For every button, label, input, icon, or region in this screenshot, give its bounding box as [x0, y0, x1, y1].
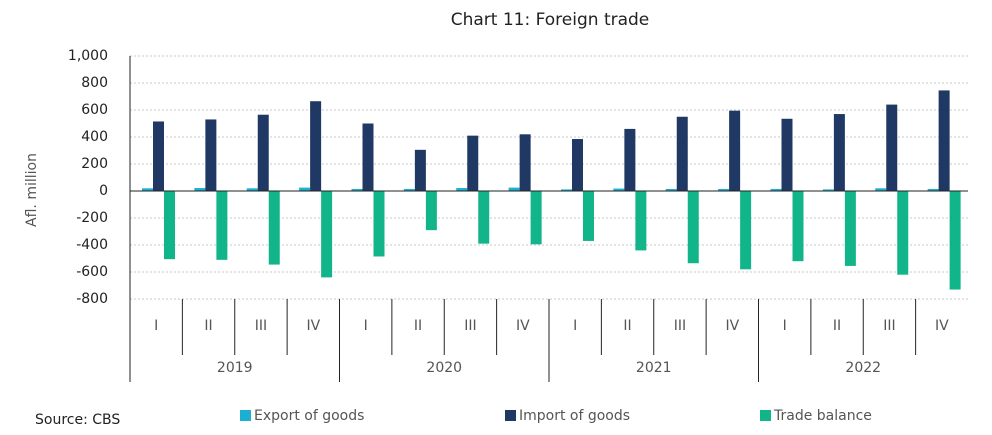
bar	[875, 188, 887, 191]
bar	[299, 187, 311, 191]
x-tick-label: IV	[725, 318, 739, 334]
chart-title: Chart 11: Foreign trade	[451, 10, 650, 30]
legend-label: Export of goods	[254, 408, 364, 424]
x-tick-label: I	[573, 318, 577, 334]
group-label: 2022	[845, 360, 881, 376]
legend-label: Import of goods	[519, 408, 630, 424]
bar	[897, 191, 909, 275]
bar	[508, 187, 520, 191]
bar	[822, 189, 834, 191]
y-tick-label: -200	[76, 210, 108, 226]
bar	[351, 188, 363, 191]
bar	[519, 134, 531, 191]
bar	[635, 191, 647, 251]
y-tick-label: -800	[76, 291, 108, 307]
bar	[676, 116, 688, 191]
x-tick-label: I	[154, 318, 158, 334]
bar	[246, 188, 258, 191]
legend-swatch	[760, 410, 771, 421]
bar	[938, 90, 950, 191]
group-label: 2021	[636, 360, 672, 376]
bar	[781, 118, 793, 191]
bar	[729, 110, 741, 191]
bar	[530, 191, 542, 245]
bar	[257, 114, 269, 191]
bar	[478, 191, 490, 244]
y-tick-label: 600	[81, 102, 108, 118]
bar	[456, 188, 468, 191]
y-tick-label: -600	[76, 264, 108, 280]
source-note: Source: CBS	[35, 412, 120, 428]
bar	[572, 139, 583, 191]
bar	[425, 191, 437, 231]
y-tick-label: 400	[81, 129, 108, 145]
x-tick-label: IV	[935, 318, 949, 334]
x-tick-label: II	[833, 318, 841, 334]
bar	[927, 188, 939, 191]
bar	[216, 191, 228, 260]
x-tick-label: II	[414, 318, 422, 334]
y-tick-label: -400	[76, 237, 108, 253]
group-label: 2019	[217, 360, 253, 376]
bar	[362, 123, 374, 191]
bar	[770, 188, 782, 191]
bar	[740, 191, 752, 270]
group-label: 2020	[426, 360, 462, 376]
bar	[142, 188, 153, 191]
bar	[624, 128, 636, 191]
bar	[718, 188, 730, 191]
bar	[310, 101, 322, 191]
legend-swatch	[240, 410, 251, 421]
bar	[467, 135, 479, 191]
legend-swatch	[505, 410, 516, 421]
x-tick-label: II	[204, 318, 212, 334]
bar	[561, 189, 572, 191]
x-tick-label: IV	[516, 318, 530, 334]
bar	[613, 188, 625, 191]
x-tick-label: IV	[306, 318, 320, 334]
bar	[949, 191, 961, 290]
x-tick-label: III	[464, 318, 476, 334]
bar	[268, 191, 280, 265]
bar	[833, 114, 845, 191]
legend-label: Trade balance	[773, 408, 872, 424]
bar	[414, 149, 426, 191]
x-tick-label: III	[674, 318, 686, 334]
x-tick-label: I	[783, 318, 787, 334]
bar	[164, 191, 175, 260]
x-tick-label: I	[364, 318, 368, 334]
bar	[153, 121, 164, 191]
bar	[403, 188, 415, 191]
bar	[583, 191, 594, 241]
bar	[665, 188, 677, 191]
y-tick-label: 800	[81, 75, 108, 91]
x-tick-label: III	[255, 318, 267, 334]
x-tick-label: III	[883, 318, 895, 334]
y-tick-label: 200	[81, 156, 108, 172]
bar	[373, 191, 385, 257]
bar	[194, 188, 206, 191]
y-tick-label: 0	[99, 183, 108, 199]
bar	[687, 191, 699, 264]
bar	[321, 191, 333, 278]
y-axis-label: Afl. million	[24, 153, 40, 227]
y-tick-label: 1,000	[68, 48, 108, 64]
bar	[844, 191, 856, 266]
bar	[205, 119, 217, 191]
bar	[886, 104, 898, 191]
bar	[792, 191, 804, 262]
x-tick-label: II	[623, 318, 631, 334]
